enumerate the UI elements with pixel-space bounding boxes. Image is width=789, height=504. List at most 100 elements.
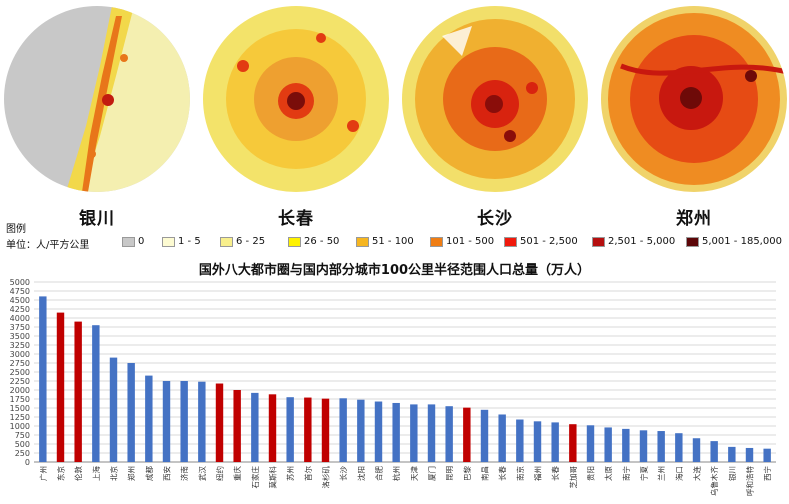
bar-南京 — [516, 419, 524, 462]
legend-label: 0 — [138, 236, 145, 247]
x-tick-label: 芝加哥 — [568, 466, 578, 489]
x-tick-label: 郑州 — [126, 466, 136, 481]
x-tick-label: 东京 — [56, 466, 66, 481]
bar-长春 — [498, 414, 506, 462]
map-lake — [442, 26, 472, 56]
bar-海口 — [675, 433, 683, 462]
y-tick-label: 750 — [15, 431, 30, 440]
x-tick-label: 西宁 — [762, 466, 772, 481]
x-tick-label: 宁夏 — [639, 466, 649, 481]
y-tick-label: 4750 — [10, 287, 30, 296]
y-tick-label: 2000 — [10, 386, 30, 395]
x-tick-label: 洛杉矶 — [321, 466, 331, 489]
bar-南昌 — [480, 409, 489, 462]
map-town — [745, 70, 757, 82]
bar-太原 — [604, 427, 612, 462]
map-changchun — [203, 6, 389, 192]
bar-上海 — [92, 325, 100, 462]
city-label: 长春 — [278, 209, 314, 229]
x-tick-label: 南昌 — [480, 466, 490, 481]
bar-北京 — [109, 357, 118, 462]
legend-label: 51 - 100 — [372, 236, 414, 247]
x-tick-label: 北京 — [109, 466, 119, 481]
x-tick-label: 西安 — [162, 466, 172, 481]
x-tick-label: 济南 — [179, 466, 189, 481]
bar-长沙 — [339, 398, 347, 462]
bar-广州 — [39, 296, 47, 462]
x-tick-label: 南宁 — [621, 466, 631, 481]
bar-东京 — [56, 312, 65, 462]
bar-济南 — [180, 381, 188, 462]
legend-swatch — [592, 237, 605, 247]
bar-呼和浩特 — [745, 447, 754, 462]
bar-杭州 — [392, 402, 400, 462]
x-tick-label: 大连 — [692, 466, 702, 481]
x-tick-label: 贵阳 — [586, 466, 596, 481]
bar-兰州 — [657, 431, 665, 462]
bar-chart: 0250500750100012501500175020002250250027… — [10, 278, 776, 496]
map-town — [526, 82, 538, 94]
y-tick-label: 3250 — [10, 341, 30, 350]
x-tick-label: 广州 — [38, 466, 48, 481]
bar-南宁 — [622, 428, 630, 462]
y-tick-label: 3500 — [10, 332, 30, 341]
x-tick-label: 巴黎 — [462, 466, 472, 481]
map-city-core — [680, 87, 702, 109]
chart-title: 国外八大都市圈与国内部分城市100公里半径范围人口总量（万人） — [198, 263, 591, 278]
bar-武汉 — [198, 381, 206, 462]
legend-swatch — [504, 237, 517, 247]
density-map-graphic — [402, 6, 588, 192]
legend-label: 101 - 500 — [446, 236, 495, 247]
legend-heading: 图例 — [6, 224, 26, 235]
legend-label: 2,501 - 5,000 — [608, 236, 676, 247]
bar-福州 — [533, 421, 542, 462]
bar-苏州 — [286, 397, 294, 462]
bar-合肥 — [374, 401, 383, 462]
x-tick-label: 厦门 — [428, 466, 437, 481]
y-tick-label: 500 — [15, 440, 30, 449]
x-tick-label: 莫斯科 — [268, 466, 278, 489]
density-map-graphic — [601, 6, 787, 192]
bar-天津 — [410, 404, 418, 462]
x-tick-label: 沈阳 — [356, 466, 366, 481]
bar-纽约 — [215, 383, 224, 462]
legend-label: 6 - 25 — [236, 236, 266, 247]
x-tick-label: 上海 — [91, 466, 101, 481]
map-town — [120, 54, 128, 62]
map-river-belt — [620, 63, 787, 76]
legend-swatch — [162, 237, 175, 247]
y-tick-label: 1750 — [10, 395, 30, 404]
x-tick-label: 合肥 — [374, 466, 384, 481]
city-label: 郑州 — [676, 209, 712, 229]
y-tick-label: 4250 — [10, 305, 30, 314]
bar-大连 — [692, 438, 701, 462]
map-dense-strip — [82, 16, 122, 192]
x-tick-label: 太原 — [603, 466, 613, 481]
legend-swatch — [122, 237, 135, 247]
legend-label: 501 - 2,500 — [520, 236, 578, 247]
x-tick-label: 杭州 — [391, 466, 401, 481]
map-city-core — [485, 95, 503, 113]
x-tick-label: 重庆 — [232, 466, 242, 481]
bar-宁夏 — [639, 430, 648, 462]
x-tick-label: 成都 — [144, 466, 154, 481]
y-tick-label: 5000 — [10, 278, 30, 287]
bar-郑州 — [127, 363, 135, 462]
map-town — [237, 60, 249, 72]
city-label: 银川 — [79, 209, 115, 229]
legend-swatch — [686, 237, 699, 247]
bar-沈阳 — [357, 399, 365, 462]
x-tick-label: 长沙 — [338, 466, 348, 481]
legend-unit: 单位：人/平方公里 — [6, 240, 90, 251]
bar-首尔 — [304, 397, 312, 462]
bar-洛杉矶 — [321, 398, 330, 462]
x-tick-label: 石家庄 — [250, 466, 260, 489]
x-tick-label: 呼和浩特 — [745, 466, 755, 496]
legend-label: 26 - 50 — [304, 236, 340, 247]
x-tick-label: 天津 — [410, 466, 419, 481]
x-tick-label: 长春 — [550, 466, 560, 481]
density-map-graphic — [203, 6, 389, 192]
map-city-core — [287, 92, 305, 110]
bar-西安 — [162, 381, 171, 462]
bar-巴黎 — [463, 407, 471, 462]
